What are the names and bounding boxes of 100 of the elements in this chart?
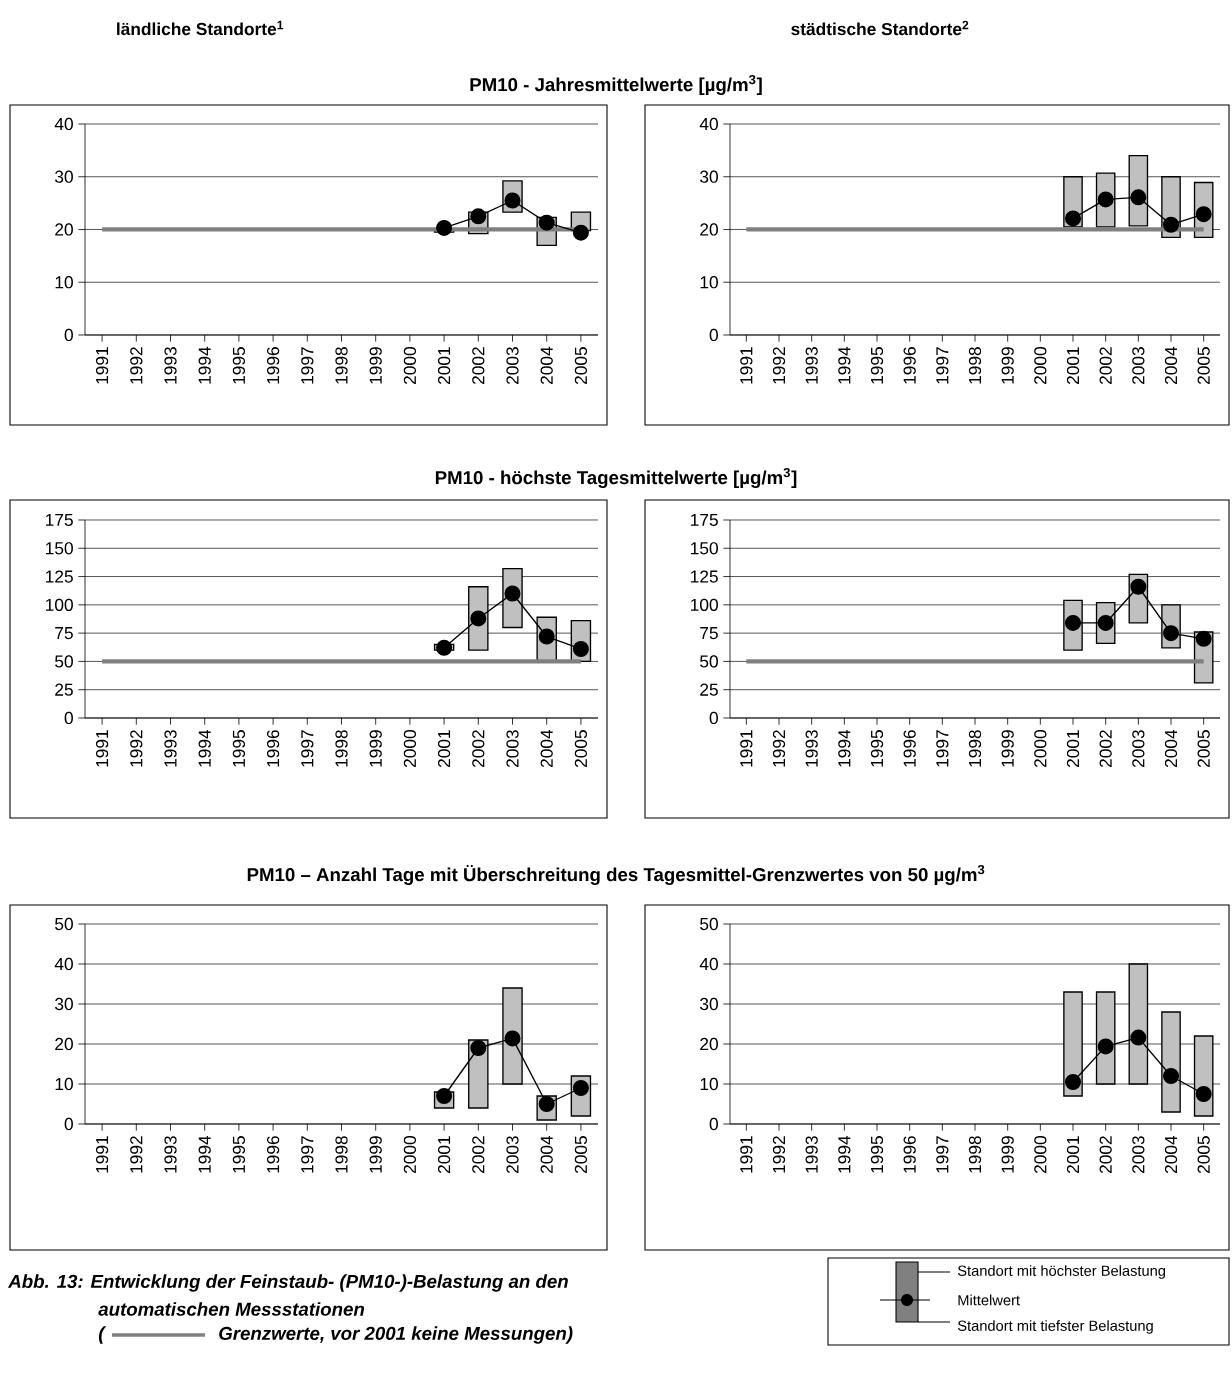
x-tick-label: 2004 (540, 729, 553, 768)
x-tick-label: 1999 (369, 730, 382, 767)
x-tick-label: 2003 (1132, 730, 1145, 768)
x-tick-label: 2002 (472, 1136, 485, 1174)
x-tick-label: 1992 (772, 1136, 786, 1173)
y-tick-label: 0 (64, 1117, 73, 1131)
x-tick-label: 2004 (1164, 729, 1178, 768)
x-tick-label: 2005 (574, 347, 588, 385)
x-tick-label: 2000 (403, 1136, 417, 1174)
x-tick-label: 1997 (301, 730, 314, 767)
x-tick-label: 2002 (472, 730, 485, 768)
y-tick-label: 30 (700, 170, 718, 183)
y-tick-label: 175 (691, 513, 718, 527)
y-tick-label: 25 (55, 683, 73, 696)
x-tick-label: 1993 (805, 1136, 818, 1173)
y-tick-label: 0 (709, 328, 718, 342)
x-tick-label: 1997 (936, 730, 949, 767)
x-tick-label: 1998 (335, 730, 348, 767)
y-tick-label: 75 (700, 627, 718, 640)
x-tick-label: 2000 (403, 730, 417, 768)
x-tick-label: 1996 (903, 1136, 916, 1173)
x-tick-label: 1991 (95, 730, 109, 767)
x-tick-label: 2001 (1066, 730, 1080, 768)
x-tick-label: 1994 (198, 729, 211, 767)
y-tick-label: 10 (700, 276, 718, 289)
x-tick-label: 1997 (301, 1136, 314, 1173)
y-tick-label: 40 (54, 957, 73, 971)
x-tick-label: 1997 (301, 347, 314, 384)
x-tick-label: 1994 (198, 346, 211, 384)
x-tick-label: 2001 (1066, 1136, 1080, 1174)
x-tick-label: 2001 (437, 1136, 451, 1174)
y-tick-label: 100 (691, 598, 718, 611)
y-tick-label: 50 (55, 917, 73, 931)
y-tick-label: 20 (55, 223, 73, 236)
x-tick-label: 1998 (968, 347, 982, 384)
y-tick-label: 40 (699, 117, 718, 131)
x-tick-label: 2005 (1197, 730, 1210, 768)
x-tick-label: 2000 (1034, 730, 1047, 768)
x-tick-label: 2003 (1132, 1136, 1145, 1174)
x-tick-label: 1991 (740, 730, 753, 767)
x-tick-label: 1993 (805, 730, 818, 767)
x-tick-label: 1993 (805, 347, 818, 384)
x-tick-label: 1996 (903, 730, 916, 767)
x-tick-label: 1998 (968, 730, 982, 767)
x-tick-label: 1995 (232, 347, 246, 384)
x-tick-label: 2001 (437, 347, 451, 385)
y-tick-label: 50 (55, 655, 73, 668)
x-tick-label: 2002 (1099, 347, 1112, 385)
y-tick-label: 75 (55, 627, 73, 640)
x-tick-label: 2003 (506, 730, 519, 768)
x-tick-label: 2005 (574, 1136, 588, 1174)
y-tick-label: 30 (700, 997, 718, 1011)
y-tick-label: 150 (46, 542, 73, 555)
chart-title: PM10 – Anzahl Tage mit Überschreitung des Tagesmittel-Grenzwertes von 50 µg/m$^{3}$ (247, 864, 985, 886)
x-tick-label: 1991 (740, 347, 753, 384)
x-tick-label: 2002 (472, 347, 485, 385)
x-tick-label: 1992 (130, 347, 143, 384)
y-tick-label: 0 (709, 1117, 718, 1131)
y-tick-label: 10 (700, 1077, 718, 1091)
y-tick-label: 175 (46, 513, 73, 527)
x-tick-label: 1993 (164, 1136, 177, 1173)
x-tick-label: 1999 (1001, 1136, 1014, 1173)
x-tick-label: 2001 (437, 730, 451, 768)
y-tick-label: 25 (700, 683, 718, 696)
y-tick-label: 40 (699, 957, 718, 971)
x-tick-label: 1999 (1001, 730, 1014, 767)
chart-title: PM10 - höchste Tagesmittelwerte [µg/m$^{3}$] (435, 467, 797, 489)
x-tick-label: 1995 (870, 1136, 884, 1173)
y-tick-label: 50 (700, 655, 718, 668)
chart-subtitle: städtische Standorte$^{2}$ (791, 20, 969, 36)
x-tick-label: 2002 (1099, 1136, 1112, 1174)
x-tick-label: 1991 (95, 347, 109, 384)
x-tick-label: 1999 (369, 347, 382, 384)
y-tick-label: 50 (700, 917, 718, 931)
x-tick-label: 1995 (870, 730, 884, 767)
chart-subtitle: ländliche Standorte$^{1}$ (117, 20, 284, 36)
text: ( (98, 1326, 107, 1344)
y-tick-label: 20 (700, 223, 718, 236)
x-tick-label: 2004 (1164, 1135, 1178, 1174)
x-tick-label: 1993 (164, 730, 177, 767)
x-tick-label: 2005 (1197, 347, 1210, 385)
y-tick-label: 100 (46, 598, 73, 611)
x-tick-label: 1998 (335, 347, 348, 384)
y-tick-label: 10 (55, 276, 73, 289)
x-tick-label: 2004 (1164, 346, 1178, 385)
x-tick-label: 1997 (936, 1136, 949, 1173)
text: automatischen Messstationen (98, 1302, 365, 1316)
x-tick-label: 1999 (369, 1136, 382, 1173)
y-tick-label: 0 (709, 711, 718, 725)
x-tick-label: 1997 (936, 347, 949, 384)
y-tick-label: 20 (700, 1037, 718, 1051)
x-tick-label: 1996 (903, 347, 916, 384)
y-tick-label: 0 (64, 711, 73, 725)
x-tick-label: 1995 (232, 730, 246, 767)
x-tick-label: 1995 (232, 1136, 246, 1173)
x-tick-label: 1993 (164, 347, 177, 384)
y-tick-label: 40 (54, 117, 73, 131)
y-tick-label: 150 (691, 542, 718, 555)
x-tick-label: 1995 (870, 347, 884, 384)
x-tick-label: 1992 (130, 730, 143, 767)
